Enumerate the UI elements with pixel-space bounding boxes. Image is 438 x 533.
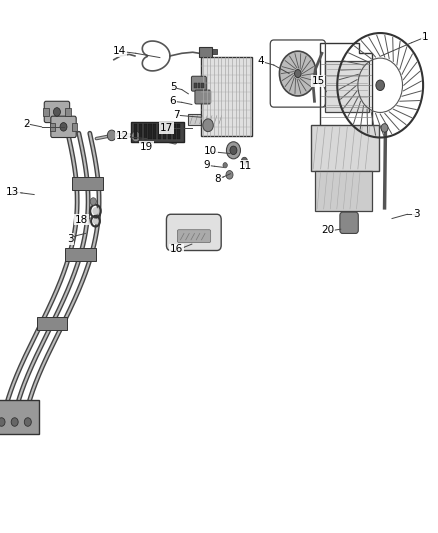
Text: 11: 11 xyxy=(239,161,252,171)
Bar xyxy=(177,124,180,139)
Circle shape xyxy=(93,218,98,224)
Bar xyxy=(188,114,227,125)
Circle shape xyxy=(223,163,227,168)
Bar xyxy=(43,108,49,116)
Circle shape xyxy=(11,418,18,426)
Text: 12: 12 xyxy=(116,132,129,141)
Circle shape xyxy=(0,418,5,426)
Text: 6: 6 xyxy=(170,96,177,106)
Circle shape xyxy=(376,80,385,91)
Circle shape xyxy=(279,51,316,96)
Circle shape xyxy=(381,124,388,132)
Bar xyxy=(311,125,379,171)
Bar xyxy=(65,108,71,116)
FancyBboxPatch shape xyxy=(51,116,76,138)
Bar xyxy=(37,317,67,330)
Bar xyxy=(0,400,39,434)
FancyBboxPatch shape xyxy=(177,230,211,243)
Bar xyxy=(201,83,204,88)
Text: 16: 16 xyxy=(170,245,183,254)
Circle shape xyxy=(92,207,99,215)
Bar xyxy=(173,124,176,139)
Text: 14: 14 xyxy=(113,46,126,56)
Circle shape xyxy=(203,119,213,132)
Text: 10: 10 xyxy=(204,147,217,156)
FancyBboxPatch shape xyxy=(340,212,358,233)
Text: 3: 3 xyxy=(413,209,420,219)
Bar xyxy=(194,83,197,88)
Circle shape xyxy=(107,130,116,141)
Bar xyxy=(315,171,372,211)
Text: 9: 9 xyxy=(203,160,210,170)
Text: 5: 5 xyxy=(170,83,177,92)
Bar xyxy=(163,124,166,139)
Text: 19: 19 xyxy=(140,142,153,152)
Circle shape xyxy=(24,418,31,426)
Circle shape xyxy=(90,198,96,205)
Circle shape xyxy=(226,142,240,159)
Text: 1: 1 xyxy=(421,33,428,42)
Circle shape xyxy=(60,123,67,131)
Bar xyxy=(201,57,252,136)
Bar xyxy=(168,124,171,139)
Bar xyxy=(199,47,212,57)
Bar xyxy=(139,124,142,139)
Text: 17: 17 xyxy=(160,123,173,133)
Bar xyxy=(65,248,96,261)
Circle shape xyxy=(294,69,301,78)
Circle shape xyxy=(53,108,60,116)
Circle shape xyxy=(241,157,247,165)
Circle shape xyxy=(230,146,237,155)
Text: 4: 4 xyxy=(257,56,264,66)
Text: 20: 20 xyxy=(321,225,334,235)
Text: 13: 13 xyxy=(6,187,19,197)
FancyBboxPatch shape xyxy=(166,214,221,251)
FancyBboxPatch shape xyxy=(44,101,70,123)
FancyBboxPatch shape xyxy=(195,90,211,104)
Bar xyxy=(153,124,156,139)
Text: 7: 7 xyxy=(173,110,180,120)
Bar xyxy=(72,177,103,190)
Bar xyxy=(325,61,369,112)
Circle shape xyxy=(131,131,140,142)
Bar xyxy=(72,123,77,131)
Text: 8: 8 xyxy=(214,174,221,183)
Text: 18: 18 xyxy=(75,215,88,224)
Bar xyxy=(198,83,200,88)
Bar xyxy=(50,123,55,131)
Text: 3: 3 xyxy=(67,234,74,244)
Bar xyxy=(148,124,152,139)
Bar xyxy=(144,124,147,139)
FancyBboxPatch shape xyxy=(191,76,206,91)
Bar xyxy=(134,124,137,139)
Circle shape xyxy=(226,171,233,179)
Text: 2: 2 xyxy=(23,119,30,128)
Bar xyxy=(212,49,217,54)
Text: 15: 15 xyxy=(311,76,325,86)
Bar xyxy=(131,122,184,142)
Bar xyxy=(158,124,161,139)
